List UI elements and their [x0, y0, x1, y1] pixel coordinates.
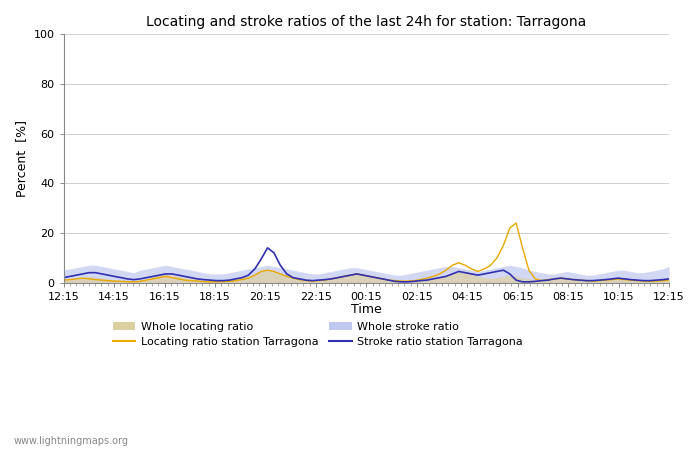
Title: Locating and stroke ratios of the last 24h for station: Tarragona: Locating and stroke ratios of the last 2… — [146, 15, 587, 29]
X-axis label: Time: Time — [351, 303, 382, 316]
Y-axis label: Percent  [%]: Percent [%] — [15, 120, 28, 197]
Legend: Whole locating ratio, Locating ratio station Tarragona, Whole stroke ratio, Stro: Whole locating ratio, Locating ratio sta… — [108, 317, 527, 351]
Text: www.lightningmaps.org: www.lightningmaps.org — [14, 436, 129, 446]
